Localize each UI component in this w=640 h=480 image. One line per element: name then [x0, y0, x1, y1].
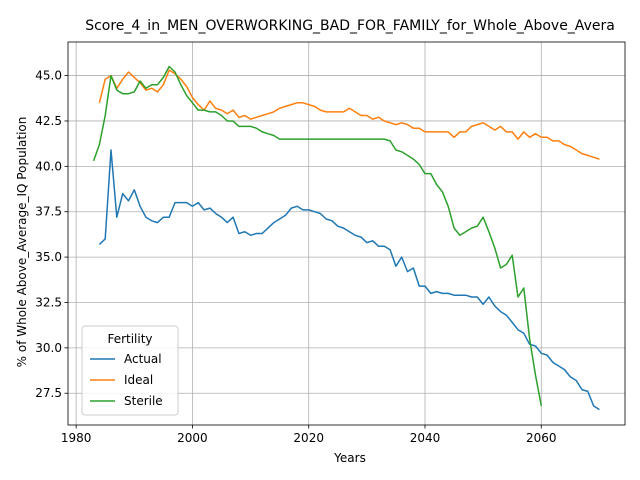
series-line-ideal	[98, 69, 600, 160]
legend: Fertility Actual Ideal Sterile	[81, 325, 179, 416]
chart-title: Score_4_in_MEN_OVERWORKING_BAD_FOR_FAMIL…	[85, 18, 615, 34]
legend-label-actual: Actual	[124, 352, 162, 366]
y-tick-label: 35.0	[35, 250, 62, 264]
legend-title: Fertility	[107, 332, 152, 346]
x-axis-title: Years	[333, 451, 366, 465]
y-tick-label: 32.5	[35, 295, 62, 309]
grid	[68, 42, 625, 425]
y-tick-label: 37.5	[35, 205, 62, 219]
plot-frame	[67, 41, 626, 426]
series-lines	[92, 65, 600, 411]
legend-label-sterile: Sterile	[124, 394, 163, 408]
x-tick-label: 2040	[410, 431, 441, 445]
y-tick-label: 42.5	[35, 114, 62, 128]
x-tick-label: 1980	[61, 431, 92, 445]
y-axis-title: % of Whole Above_Average_IQ Population	[15, 117, 29, 368]
x-tick-label: 2020	[293, 431, 324, 445]
y-tick-label: 40.0	[35, 159, 62, 173]
y-tick-label: 30.0	[35, 341, 62, 355]
y-axis-ticks: 27.5 30.0 32.5 35.0 37.5 40.0 42.5 45.0	[35, 69, 68, 400]
x-axis-ticks: 1980 2000 2020 2040 2060	[61, 425, 557, 445]
y-tick-label: 45.0	[35, 69, 62, 83]
legend-box	[81, 325, 179, 416]
series-line-sterile	[92, 65, 543, 407]
x-tick-label: 2060	[526, 431, 557, 445]
y-tick-label: 27.5	[35, 386, 62, 400]
series-line-actual	[98, 149, 600, 411]
legend-label-ideal: Ideal	[124, 373, 153, 387]
x-tick-label: 2000	[177, 431, 208, 445]
